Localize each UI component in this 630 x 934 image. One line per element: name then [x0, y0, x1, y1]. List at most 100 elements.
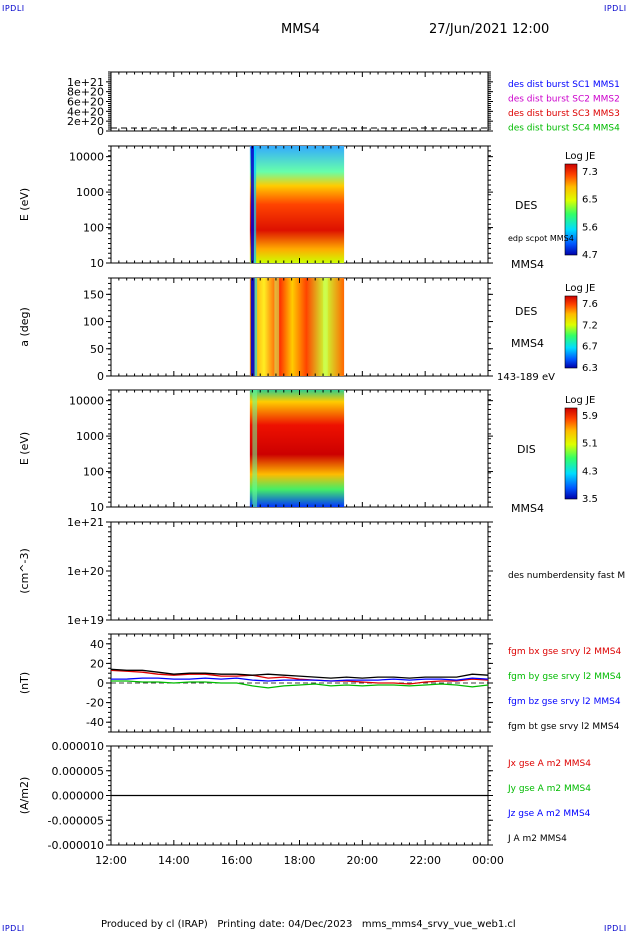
legend-entry: Jy gse A m2 MMS4	[507, 784, 591, 794]
y-tick-label: 0	[97, 125, 104, 138]
right-label: 143-189 eV	[497, 372, 555, 383]
right-label: MMS4	[511, 337, 544, 350]
legend-entry: fgm bt gse srvy l2 MMS4	[508, 722, 620, 732]
y-tick-label: 8e+20	[67, 86, 104, 99]
right-label: DIS	[517, 443, 536, 456]
legend-entry: fgm bx gse srvy l2 MMS4	[508, 647, 621, 657]
corner-mark-bottom-left: IPDLI	[2, 924, 25, 933]
spectrogram-band	[250, 278, 255, 376]
colorbar-tick-label: 5.6	[582, 222, 598, 233]
y-axis-label: (A/m2)	[18, 777, 31, 815]
x-tick-label: 18:00	[284, 854, 316, 867]
y-axis-label: a (deg)	[18, 307, 31, 347]
colorbar-tick-label: 7.6	[582, 299, 598, 310]
colorbar-tick-label: 7.2	[582, 320, 598, 331]
x-tick-label: 12:00	[95, 854, 127, 867]
colorbar-title: Log JE	[565, 283, 595, 294]
right-label: MMS4	[511, 502, 544, 515]
spectrogram-block	[249, 278, 345, 376]
x-tick-label: 16:00	[221, 854, 253, 867]
series-line	[110, 668, 489, 679]
colorbar-title: Log JE	[565, 395, 595, 406]
colorbar-tick-label: 7.3	[582, 167, 598, 178]
y-tick-label: 1e+19	[67, 614, 104, 627]
y-tick-label: 10	[90, 257, 104, 270]
y-tick-label: -20	[86, 697, 104, 710]
y-tick-label: 1e+21	[67, 76, 104, 89]
spectrogram-band	[274, 278, 280, 376]
legend-entry: J A m2 MMS4	[507, 834, 567, 844]
y-tick-label: 0.000000	[52, 790, 105, 803]
corner-mark-top-left: IPDLI	[2, 4, 25, 13]
colorbar-tick-label: 6.7	[582, 342, 598, 353]
y-tick-label: 150	[83, 288, 104, 301]
y-axis-label: E (eV)	[18, 432, 31, 465]
y-tick-label: 0	[97, 370, 104, 383]
panel-frame-4	[110, 521, 489, 621]
y-tick-label: 0.000010	[52, 740, 105, 753]
y-tick-label: 10000	[69, 395, 104, 408]
y-tick-label: 100	[83, 316, 104, 329]
colorbar	[564, 407, 578, 500]
series-line	[111, 680, 489, 689]
legend-entry: fgm by gse srvy l2 MMS4	[508, 672, 621, 682]
y-axis-label: E (eV)	[18, 188, 31, 221]
right-label: DES	[515, 305, 537, 318]
footer-credits: Produced by cl (IRAP) Printing date: 04/…	[101, 919, 516, 930]
y-tick-label: 10000	[69, 151, 104, 164]
y-tick-label: 2e+20	[67, 115, 104, 128]
spectrogram-block	[249, 146, 345, 263]
datetime-title: 27/Jun/2021 12:00	[429, 22, 550, 37]
y-tick-label: 1000	[76, 186, 104, 199]
colorbar-tick-label: 3.5	[582, 494, 598, 505]
y-tick-label: 1e+21	[67, 516, 104, 529]
y-tick-label: 40	[90, 638, 104, 651]
y-tick-label: 0.000005	[52, 765, 105, 778]
spacecraft-title: MMS4	[281, 22, 320, 37]
legend-entry: des numberdensity fast M	[508, 571, 625, 581]
spectrogram-band	[254, 278, 258, 376]
y-tick-label: 100	[83, 222, 104, 235]
x-tick-label: 00:00	[472, 854, 504, 867]
colorbar	[564, 163, 578, 256]
x-tick-label: 20:00	[346, 854, 378, 867]
y-tick-label: 20	[90, 657, 104, 670]
legend-entry: fgm bz gse srvy l2 MMS4	[508, 697, 621, 707]
right-label: MMS4	[511, 258, 544, 271]
spectrogram-band	[253, 146, 257, 263]
colorbar-tick-label: 6.3	[582, 363, 598, 374]
series-line	[110, 669, 489, 685]
colorbar-tick-label: 4.7	[582, 250, 598, 261]
corner-mark-top-right: IPDLI	[604, 4, 627, 13]
legend-entry: des dist burst SC3 MMS3	[508, 109, 620, 119]
legend-entry: des dist burst SC4 MMS4	[508, 124, 620, 134]
y-axis-label: (cm^-3)	[18, 548, 31, 594]
y-tick-label: 10	[90, 501, 104, 514]
right-label: DES	[515, 199, 537, 212]
y-axis-label: (nT)	[18, 672, 31, 694]
y-tick-label: -40	[86, 716, 104, 729]
y-tick-label: 6e+20	[67, 96, 104, 109]
panel-frame-0	[110, 71, 489, 132]
y-tick-label: -0.000010	[48, 839, 104, 852]
spectrogram-block	[249, 390, 345, 507]
spectrogram-band	[250, 146, 254, 263]
y-tick-label: 50	[90, 343, 104, 356]
corner-mark-bottom-right: IPDLI	[604, 924, 627, 933]
colorbar-tick-label: 5.9	[582, 411, 598, 422]
legend-entry: des dist burst SC1 MMS1	[508, 80, 620, 90]
colorbar-tick-label: 6.5	[582, 195, 598, 206]
y-tick-label: -0.000005	[48, 814, 104, 827]
spectrogram-band	[323, 278, 328, 376]
legend-entry: des dist burst SC2 MMS2	[508, 95, 620, 105]
colorbar	[564, 295, 578, 369]
colorbar-tick-label: 4.3	[582, 466, 598, 477]
y-tick-label: 100	[83, 466, 104, 479]
x-tick-label: 22:00	[409, 854, 441, 867]
x-tick-label: 14:00	[158, 854, 190, 867]
y-tick-label: 1e+20	[67, 565, 104, 578]
series-line	[111, 677, 489, 682]
legend-entry: Jx gse A m2 MMS4	[507, 759, 591, 769]
y-tick-label: 1000	[76, 430, 104, 443]
